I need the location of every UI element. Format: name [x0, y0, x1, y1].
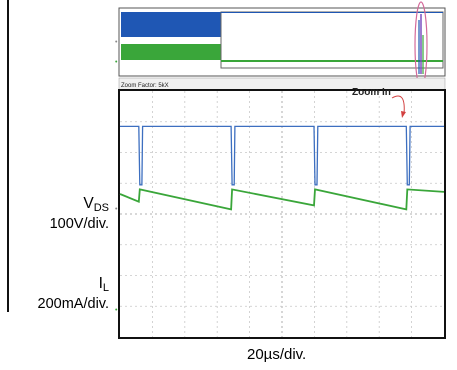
- il-channel-marker: •: [115, 307, 118, 314]
- left-divider-line: [7, 0, 9, 312]
- overview-ch-mark-1: •: [115, 39, 118, 46]
- vds-name: V: [83, 195, 94, 212]
- vds-subscript: DS: [93, 202, 109, 214]
- overview-ch-mark-2: •: [115, 59, 118, 66]
- il-scale: 200mA/div.: [37, 296, 109, 312]
- zoom-factor-text: Zoom Factor: 5kX: [121, 83, 169, 89]
- vds-scale: 100V/div.: [49, 216, 109, 232]
- overview-zoom-window: [220, 11, 444, 69]
- timebase-label: 20µs/div.: [247, 346, 307, 363]
- il-label: IL 200mA/div.: [37, 275, 109, 313]
- plot-traces: [119, 125, 445, 211]
- vds-trace: [120, 125, 444, 186]
- vds-channel-marker: •: [115, 206, 118, 213]
- zoom-in-annotation: Zoom In: [352, 87, 391, 98]
- il-subscript: L: [102, 282, 109, 294]
- overview-window: • •: [115, 1, 446, 89]
- zoom-in-arrowhead: [401, 111, 406, 118]
- il-name: I: [98, 275, 103, 292]
- main-plot-area: Zoom In • •: [115, 87, 446, 339]
- vds-label: VDS 100V/div.: [49, 195, 109, 233]
- overview-il-band: [121, 44, 221, 60]
- overview-vds-band: [121, 12, 221, 37]
- il-trace: [119, 188, 445, 211]
- zoom-in-arrow: [391, 95, 405, 115]
